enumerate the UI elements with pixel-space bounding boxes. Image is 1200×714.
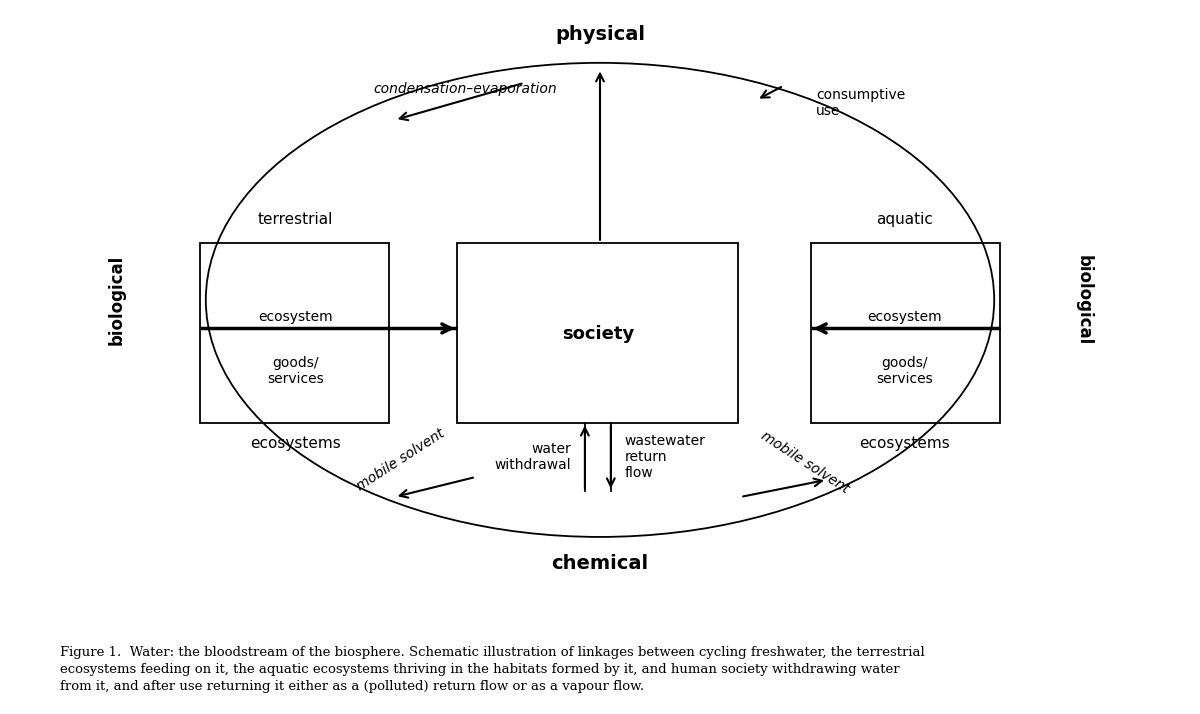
Text: ecosystem: ecosystem: [258, 310, 332, 324]
Text: aquatic: aquatic: [876, 212, 932, 228]
Text: consumptive
use: consumptive use: [816, 88, 905, 118]
Text: goods/
services: goods/ services: [876, 356, 932, 386]
Text: chemical: chemical: [552, 554, 648, 573]
Text: condensation–evaporation: condensation–evaporation: [373, 81, 557, 96]
Text: biological: biological: [107, 255, 125, 345]
Text: Figure 1.  Water: the bloodstream of the biosphere. Schematic illustration of li: Figure 1. Water: the bloodstream of the …: [60, 646, 925, 693]
Text: water
withdrawal: water withdrawal: [494, 442, 571, 472]
Text: goods/
services: goods/ services: [268, 356, 324, 386]
Text: ecosystems: ecosystems: [859, 436, 950, 451]
Text: ecosystems: ecosystems: [250, 436, 341, 451]
Text: ecosystem: ecosystem: [868, 310, 942, 324]
Text: wastewater
return
flow: wastewater return flow: [625, 434, 706, 480]
Text: society: society: [562, 325, 634, 343]
Text: physical: physical: [554, 25, 646, 44]
Text: terrestrial: terrestrial: [258, 212, 334, 228]
Text: biological: biological: [1075, 255, 1093, 345]
Text: mobile solvent: mobile solvent: [758, 429, 852, 496]
Text: mobile solvent: mobile solvent: [354, 426, 446, 493]
